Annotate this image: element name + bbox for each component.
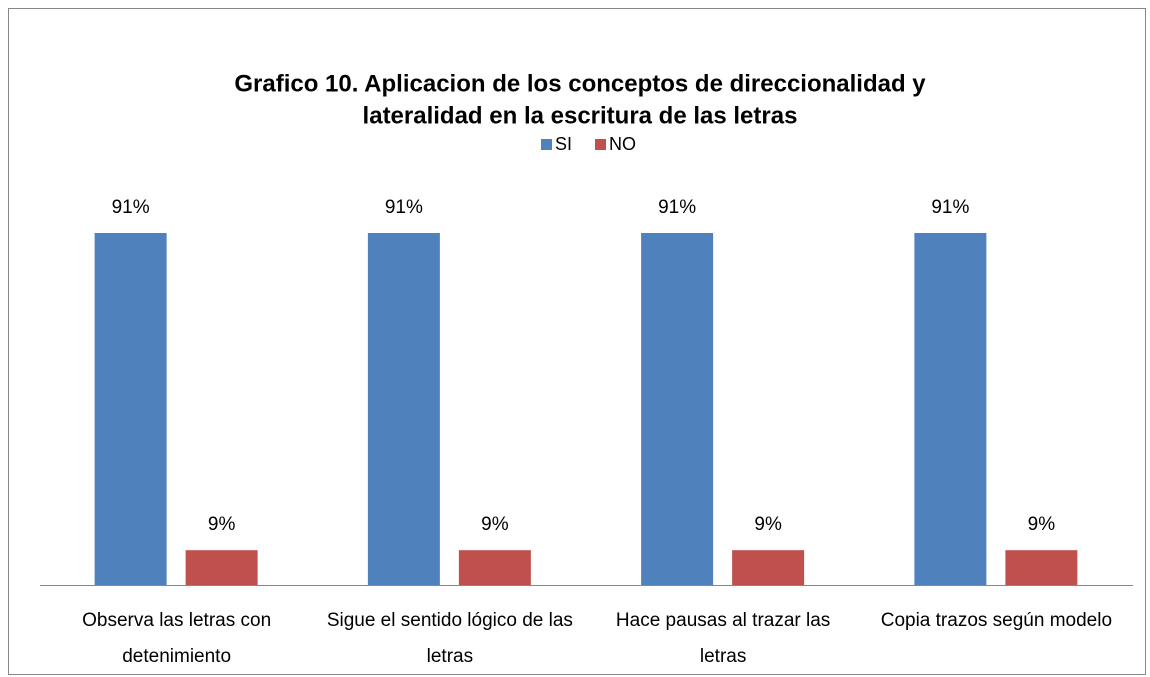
bar [1005, 550, 1078, 585]
bar [641, 233, 714, 585]
data-label: 9% [481, 514, 509, 535]
x-tick-label: Sigue el sentido lógico de las letras [326, 610, 573, 667]
bar [732, 550, 805, 585]
chart-title: lateralidad en la escritura de las letra… [363, 102, 798, 129]
data-label: 9% [754, 514, 782, 535]
data-label: 91% [112, 197, 150, 218]
data-label: 91% [931, 197, 969, 218]
chart-title: Grafico 10. Aplicacion de los conceptos … [234, 70, 926, 97]
data-label: 91% [658, 197, 696, 218]
legend-swatch [595, 139, 606, 150]
bar [94, 233, 167, 585]
data-label: 9% [208, 514, 236, 535]
x-tick-label: Hace pausas al trazar las letras [615, 610, 831, 667]
data-label: 9% [1028, 514, 1056, 535]
bar [367, 233, 440, 585]
x-tick-label: Copia trazos según modelo [880, 610, 1113, 631]
bar [185, 550, 258, 585]
bar [458, 550, 531, 585]
legend-swatch [541, 139, 552, 150]
legend-label: NO [609, 134, 636, 154]
x-tick-label: Observa las letras con detenimiento [82, 610, 272, 667]
chart-border [8, 8, 1146, 675]
legend-label: SI [555, 134, 572, 154]
data-label: 91% [385, 197, 423, 218]
bar [914, 233, 987, 585]
